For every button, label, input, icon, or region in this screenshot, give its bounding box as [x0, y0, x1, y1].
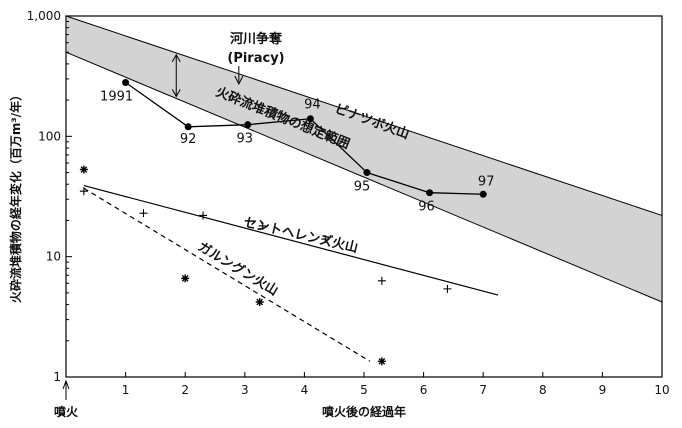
x-tick-label: 8 [539, 383, 547, 397]
y-axis-title: 火砕流堆積物の経年変化（百万m³/年） [8, 89, 23, 303]
pinatubo-year-label: 1991 [100, 90, 133, 105]
st-helens-point [321, 235, 330, 244]
pinatubo-year-label: 93 [237, 132, 254, 147]
st-helens-point [139, 209, 148, 218]
pinatubo-point [363, 169, 371, 177]
galunggung-point [377, 357, 386, 366]
eruption-label: 噴火 [54, 404, 79, 419]
pinatubo-year-label: 95 [354, 180, 371, 195]
x-tick-label: 2 [181, 383, 189, 397]
y-tick-label: 10 [46, 250, 61, 264]
x-tick-label: 7 [479, 383, 487, 397]
st-helens-point [377, 276, 386, 285]
piracy-label: 河川争奪 [230, 31, 283, 47]
piracy-pointer-head [234, 75, 244, 86]
x-tick-label: 1 [122, 383, 130, 397]
st-helens-point [443, 284, 452, 293]
x-axis-title: 噴火後の経過年 [322, 404, 406, 419]
pinatubo-point [479, 190, 487, 198]
pinatubo-point [184, 123, 192, 131]
piracy-sublabel: (Piracy) [227, 51, 284, 66]
fit-line-1 [83, 184, 499, 296]
pinatubo-year-label: 97 [478, 174, 495, 189]
y-tick-label: 1 [53, 370, 61, 384]
galunggung-point [181, 274, 190, 283]
x-tick-label: 9 [599, 383, 607, 397]
st-helens-label: セントヘレンズ火山 [242, 214, 359, 256]
galunggung-label: ガルングン火山 [195, 239, 281, 299]
band-width-arrow-bottom [171, 89, 181, 98]
y-tick-label: 100 [38, 129, 61, 143]
pinatubo-year-label: 92 [180, 132, 197, 147]
x-tick-label: 10 [654, 383, 669, 397]
y-tick-label: 1,000 [27, 9, 61, 23]
pinatubo-point [306, 115, 314, 123]
x-tick-label: 4 [301, 383, 309, 397]
x-tick-label: 6 [420, 383, 428, 397]
x-tick-label: 5 [360, 383, 368, 397]
pinatubo-point [426, 189, 434, 197]
eruption-arrow-head [62, 379, 70, 390]
galunggung-point [255, 298, 264, 307]
st-helens-point [199, 211, 208, 220]
galunggung-point [79, 165, 88, 174]
st-helens-point [79, 187, 88, 196]
x-tick-label: 3 [241, 383, 249, 397]
fit-line-2 [83, 187, 371, 362]
pinatubo-year-label: 94 [304, 98, 321, 113]
band-width-arrow-top [171, 53, 181, 63]
pinatubo-point [244, 121, 252, 129]
pinatubo-point [122, 79, 130, 87]
pinatubo-year-label: 96 [418, 200, 435, 215]
estimated-range-band [65, 15, 663, 303]
st-helens-point [258, 221, 267, 230]
